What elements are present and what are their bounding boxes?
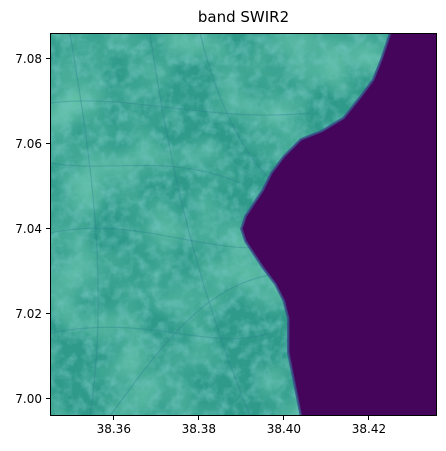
y-tick-label: 7.08 [15,51,42,66]
y-tick-mark [46,58,50,60]
x-tick-mark [198,416,200,420]
texture-line [149,33,251,416]
band-raster [50,33,437,416]
y-tick-label: 7.02 [15,306,42,321]
y-tick-mark [46,228,50,230]
texture-line [69,33,99,416]
texture-line [50,326,271,340]
y-tick-label: 7.06 [15,136,42,151]
road-network [50,33,311,416]
y-tick-label: 7.04 [15,221,42,236]
x-tick-mark [283,416,285,420]
x-tick-mark [113,416,115,420]
plot-area [50,33,437,416]
x-tick-mark [368,416,370,420]
x-tick-label: 38.40 [266,422,302,436]
chart-title: band SWIR2 [197,8,290,26]
x-tick-label: 38.36 [96,422,131,436]
x-tick-label: 38.38 [181,422,217,436]
texture-line [50,100,311,116]
texture-line [109,272,281,416]
x-tick-label: 38.42 [351,422,387,436]
y-tick-mark [46,313,50,315]
texture-line [50,162,241,184]
shoreline [240,33,392,416]
y-tick-mark [46,143,50,145]
y-tick-mark [46,398,50,400]
y-tick-label: 7.00 [15,391,42,406]
